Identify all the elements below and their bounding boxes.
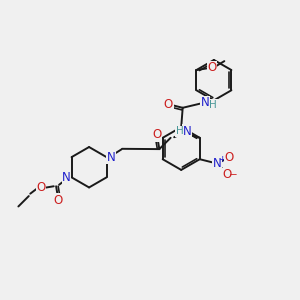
Text: N: N [107, 151, 116, 164]
Text: O: O [225, 151, 234, 164]
Text: +: + [218, 155, 226, 164]
Text: O: O [54, 194, 63, 207]
Text: N: N [62, 171, 71, 184]
Text: O: O [223, 169, 232, 182]
Text: O: O [152, 128, 162, 141]
Text: N: N [213, 157, 221, 170]
Text: N: N [183, 125, 191, 138]
Text: O: O [37, 181, 46, 194]
Text: O: O [164, 98, 173, 111]
Text: N: N [200, 96, 209, 109]
Text: O: O [207, 61, 217, 74]
Text: H: H [209, 100, 217, 110]
Text: −: − [229, 170, 238, 180]
Text: H: H [176, 126, 183, 136]
